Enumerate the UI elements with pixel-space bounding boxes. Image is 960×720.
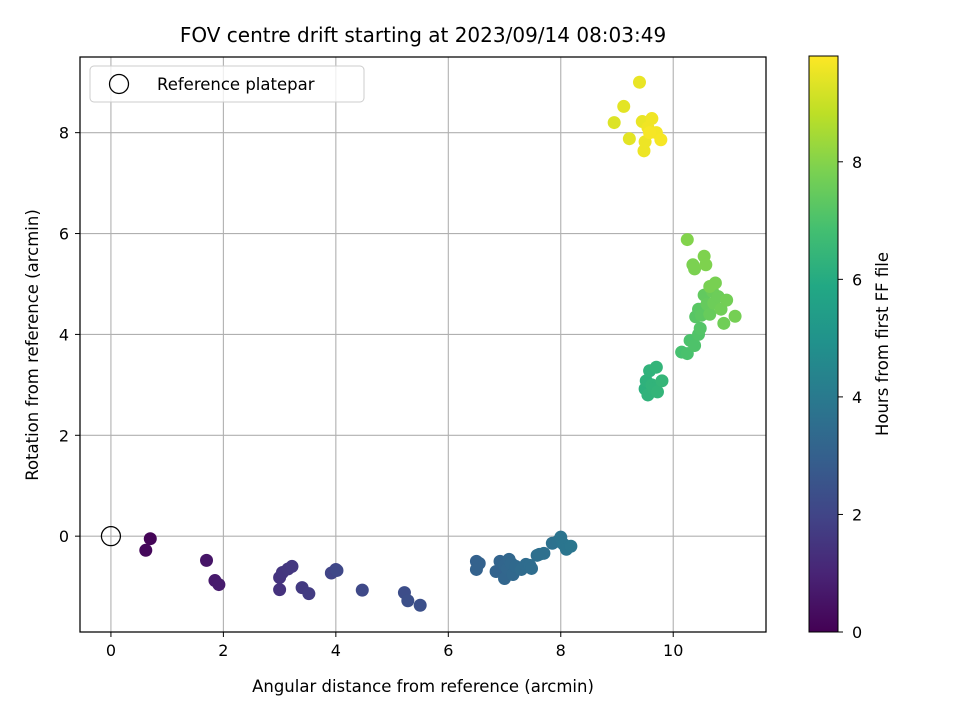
colorbar-tick-label: 0 — [852, 623, 862, 642]
data-point — [680, 233, 694, 247]
grid-lines — [80, 57, 766, 632]
x-tick-label: 8 — [556, 641, 566, 660]
data-point — [143, 532, 157, 546]
data-point — [200, 553, 214, 567]
x-tick-label: 4 — [331, 641, 341, 660]
data-point — [632, 75, 646, 89]
data-point — [413, 598, 427, 612]
data-point — [212, 578, 226, 592]
legend-box — [89, 65, 365, 103]
data-point — [469, 562, 483, 576]
colorbar-title: Hours from first FF file — [873, 252, 892, 436]
x-tick-label: 6 — [443, 641, 453, 660]
plot-frame — [79, 56, 767, 633]
y-tick-label: 0 — [59, 527, 69, 546]
data-point — [617, 99, 631, 113]
chart-title: FOV centre drift starting at 2023/09/14 … — [180, 23, 666, 47]
data-point — [273, 583, 287, 597]
y-axis-title: Rotation from reference (arcmin) — [23, 209, 42, 481]
data-point — [285, 559, 299, 573]
data-point — [649, 360, 663, 374]
x-axis-title: Angular distance from reference (arcmin) — [252, 677, 594, 696]
data-point — [699, 258, 713, 272]
data-point — [525, 561, 539, 575]
data-point — [537, 546, 551, 560]
data-point — [655, 374, 669, 388]
data-point — [717, 316, 731, 330]
colorbar: 0 2 4 6 8 Hours from first FF file — [808, 55, 892, 642]
colorbar-ticks: 0 2 4 6 8 — [838, 153, 862, 642]
x-axis-ticks: 0 2 4 6 8 10 — [106, 632, 683, 660]
data-point — [564, 539, 578, 553]
data-point — [607, 116, 621, 130]
data-point — [688, 339, 702, 353]
data-point — [330, 563, 344, 577]
data-point — [693, 321, 707, 335]
data-point — [720, 293, 734, 307]
data-point — [622, 132, 636, 146]
colorbar-tick-label: 4 — [852, 388, 862, 407]
data-point — [654, 133, 668, 147]
data-point — [703, 279, 717, 293]
data-point — [302, 587, 316, 601]
data-point — [728, 309, 742, 323]
data-points — [139, 75, 742, 612]
reference-point — [100, 526, 122, 547]
data-point — [401, 594, 415, 608]
colorbar-tick-label: 8 — [852, 153, 862, 172]
data-point — [355, 583, 369, 597]
y-tick-label: 6 — [59, 225, 69, 244]
y-tick-label: 4 — [59, 325, 69, 344]
y-axis-ticks: 0 2 4 6 8 — [59, 124, 80, 546]
legend: Reference platepar — [89, 65, 365, 103]
reference-marker — [100, 526, 122, 547]
data-point — [643, 126, 657, 140]
data-point — [645, 112, 659, 126]
legend-reference-marker — [108, 73, 130, 95]
data-point — [650, 385, 664, 399]
colorbar-tick-label: 6 — [852, 270, 862, 289]
data-point — [688, 262, 702, 276]
colorbar-gradient — [808, 55, 839, 633]
legend-label: Reference platepar — [157, 75, 315, 94]
x-tick-label: 0 — [106, 641, 116, 660]
colorbar-tick-label: 2 — [852, 505, 862, 524]
data-point — [139, 543, 153, 557]
x-tick-label: 10 — [663, 641, 683, 660]
y-tick-label: 2 — [59, 426, 69, 445]
y-tick-label: 8 — [59, 124, 69, 143]
data-point — [703, 307, 717, 321]
x-tick-label: 2 — [218, 641, 228, 660]
